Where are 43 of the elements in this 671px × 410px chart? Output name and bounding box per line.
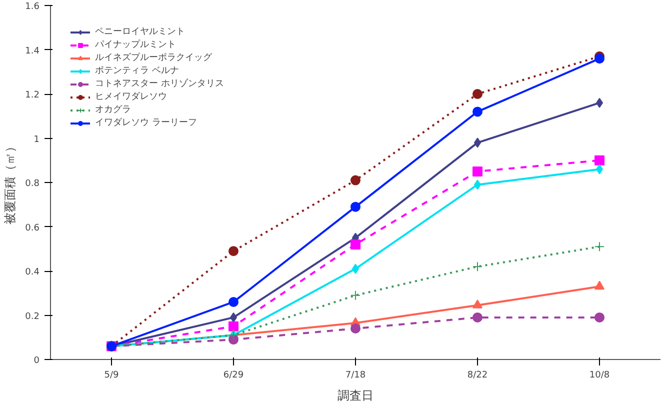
legend-label: ポテンティラ ベルナ	[95, 65, 179, 77]
legend-label: イワダレソウ ラーリーフ	[95, 116, 197, 129]
point	[350, 324, 360, 334]
point	[228, 321, 238, 332]
y-tick-label: 0	[34, 356, 40, 366]
x-tick-label: 6/29	[223, 370, 244, 380]
legend-label: ペニーロイヤルミント	[95, 26, 185, 38]
point	[472, 300, 482, 308]
y-tick-label: 1.2	[25, 90, 40, 100]
point	[350, 290, 360, 300]
y-tick-label: 1.6	[25, 2, 40, 12]
legend-label: パイナップルミント	[95, 38, 176, 51]
point	[594, 312, 604, 322]
point	[350, 239, 360, 250]
x-tick-label: 8/22	[467, 370, 488, 380]
y-axis-title: 被覆面積（㎡）	[3, 140, 18, 224]
point	[472, 89, 482, 99]
point	[228, 296, 238, 307]
y-tick-label: 0.2	[25, 312, 40, 322]
point	[472, 312, 482, 322]
y-tick-label: 0.8	[25, 179, 40, 189]
point	[228, 246, 238, 256]
y-tick-label: 1.4	[25, 46, 40, 56]
point	[472, 166, 482, 176]
point	[350, 175, 360, 186]
y-tick-label: 0.4	[25, 268, 40, 278]
y-tick-label: 1	[34, 134, 40, 145]
x-tick-label: 5/9	[104, 370, 120, 380]
point	[472, 106, 482, 117]
legend-label: ルイネズブルーポラクイッグ	[95, 52, 212, 64]
point	[472, 262, 482, 272]
point	[594, 242, 604, 252]
legend-label: コトネアスター ホリゾンタリス	[95, 78, 224, 90]
point	[350, 202, 360, 212]
point	[594, 280, 604, 290]
legend-label: ヒメイワダレソウ	[95, 90, 167, 103]
legend-label: オカグラ	[95, 104, 131, 116]
x-tick-label: 10/8	[589, 370, 610, 380]
y-tick-label: 0.6	[25, 223, 40, 234]
x-axis-title: 調査日	[338, 388, 374, 402]
point	[594, 54, 604, 64]
x-tick-label: 7/18	[345, 370, 366, 380]
point	[594, 155, 604, 166]
